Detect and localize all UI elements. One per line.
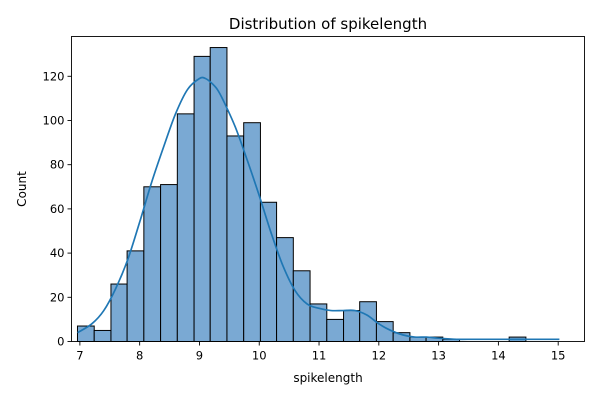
x-tick-label: 7 <box>76 349 83 363</box>
x-tick-label: 13 <box>431 349 446 363</box>
x-tick-label: 9 <box>196 349 203 363</box>
histogram-bar <box>160 184 178 342</box>
histogram-bar <box>226 135 245 342</box>
chart-title: Distribution of spikelength <box>229 15 427 33</box>
histogram-bar <box>343 310 361 342</box>
x-tick-label: 14 <box>491 349 506 363</box>
histogram-bar <box>193 55 211 342</box>
histogram-bar <box>143 186 162 342</box>
histogram-bar <box>276 237 294 342</box>
y-axis-ticks: 0 20 40 60 80 100 120 <box>43 69 72 349</box>
plot-frame <box>71 36 585 342</box>
bars-group <box>76 47 527 343</box>
y-tick-label: 40 <box>50 246 65 260</box>
y-tick-label: 120 <box>43 69 65 83</box>
kde-curve <box>77 76 560 341</box>
y-tick-label: 20 <box>50 290 65 304</box>
histogram-bar <box>93 329 112 343</box>
x-tick-label: 15 <box>551 349 566 363</box>
y-tick-label: 100 <box>43 113 65 127</box>
y-tick-label: 0 <box>57 335 64 349</box>
y-tick-label: 80 <box>50 158 65 172</box>
x-tick-label: 10 <box>252 349 267 363</box>
x-axis-label: spikelength <box>293 371 362 385</box>
histogram-bar <box>126 250 145 343</box>
histogram-bar <box>292 270 311 342</box>
x-tick-label: 8 <box>136 349 143 363</box>
x-tick-label: 11 <box>312 349 327 363</box>
x-axis-ticks: 7 8 9 10 11 12 13 14 15 <box>76 341 566 363</box>
histogram-bar <box>176 113 195 342</box>
histogram-bar <box>326 318 345 342</box>
histogram-bar <box>359 301 377 342</box>
x-tick-label: 12 <box>372 349 387 363</box>
y-tick-label: 60 <box>50 202 65 216</box>
y-axis-label: Count <box>15 171 29 207</box>
